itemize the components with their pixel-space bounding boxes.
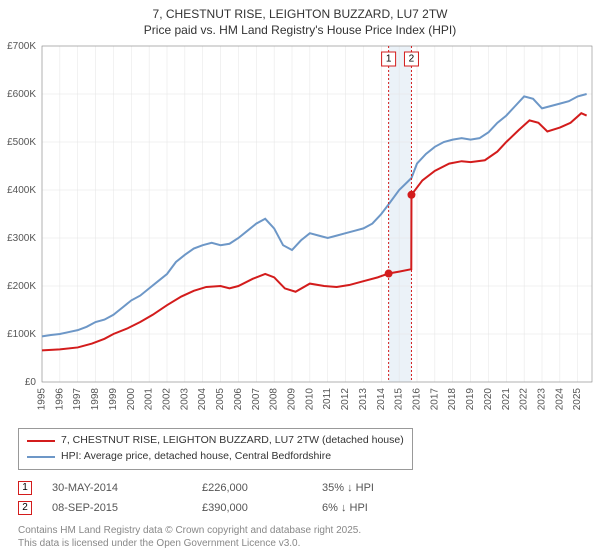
x-tick-label: 2006 xyxy=(233,388,244,411)
sales-row: 1 30-MAY-2014£226,00035% ↓ HPI xyxy=(18,478,592,498)
line-chart-svg: £0 £100K £200K £300K £400K £500K £600K £700K 199… xyxy=(0,40,600,420)
y-tick-label: £100K xyxy=(7,329,36,340)
legend: 7, CHESTNUT RISE, LEIGHTON BUZZARD, LU7 … xyxy=(18,428,413,470)
x-tick-label: 2012 xyxy=(340,388,351,411)
legend-row: HPI: Average price, detached house, Cent… xyxy=(27,449,404,465)
y-tick-label: £400K xyxy=(7,185,36,196)
x-tick-label: 2008 xyxy=(269,388,280,411)
legend-label: HPI: Average price, detached house, Cent… xyxy=(61,449,331,465)
x-tick-label: 2016 xyxy=(412,388,423,411)
sale-marker-dot xyxy=(385,270,393,278)
attribution-line-1: Contains HM Land Registry data © Crown c… xyxy=(18,524,592,537)
x-tick-label: 2003 xyxy=(179,388,190,411)
series-hpi xyxy=(42,94,587,336)
x-tick-label: 1995 xyxy=(37,388,48,411)
x-tick-label: 2000 xyxy=(126,388,137,411)
x-tick-label: 2023 xyxy=(537,388,548,411)
plot-border xyxy=(42,46,592,382)
x-tick-label: 2018 xyxy=(447,388,458,411)
y-tick-label: £600K xyxy=(7,89,36,100)
y-tick-label: £0 xyxy=(25,377,37,388)
x-tick-label: 2014 xyxy=(376,388,387,411)
sale-delta: 35% ↓ HPI xyxy=(322,482,442,494)
x-tick-label: 2005 xyxy=(215,388,226,411)
x-tick-label: 2013 xyxy=(358,388,369,411)
x-tick-label: 1998 xyxy=(90,388,101,411)
legend-row: 7, CHESTNUT RISE, LEIGHTON BUZZARD, LU7 … xyxy=(27,433,404,449)
sale-marker-dot xyxy=(407,191,415,199)
x-tick-label: 2010 xyxy=(304,388,315,411)
legend-label: 7, CHESTNUT RISE, LEIGHTON BUZZARD, LU7 … xyxy=(61,433,404,449)
x-tick-label: 2025 xyxy=(572,388,583,411)
sale-badge: 2 xyxy=(18,501,32,515)
sale-badge: 1 xyxy=(18,481,32,495)
y-tick-label: £200K xyxy=(7,281,36,292)
x-tick-label: 2004 xyxy=(197,388,208,411)
sale-marker-number: 1 xyxy=(386,54,392,65)
x-tick-label: 1999 xyxy=(108,388,119,411)
x-tick-label: 2007 xyxy=(251,388,262,411)
x-tick-label: 1997 xyxy=(72,388,83,411)
title-line-2: Price paid vs. HM Land Registry's House … xyxy=(0,22,600,38)
sale-date: 30-MAY-2014 xyxy=(52,482,202,494)
x-tick-label: 2024 xyxy=(554,388,565,411)
series-price_paid xyxy=(42,113,587,350)
title-line-1: 7, CHESTNUT RISE, LEIGHTON BUZZARD, LU7 … xyxy=(0,6,600,22)
x-tick-label: 2011 xyxy=(322,388,333,410)
sale-marker-number: 2 xyxy=(409,54,415,65)
highlight-band xyxy=(389,46,412,382)
sale-price: £390,000 xyxy=(202,502,322,514)
sales-table: 1 30-MAY-2014£226,00035% ↓ HPI 2 08-SEP-201… xyxy=(18,478,592,518)
y-tick-label: £500K xyxy=(7,137,36,148)
x-tick-label: 1996 xyxy=(54,388,65,411)
y-tick-label: £300K xyxy=(7,233,36,244)
x-tick-label: 2022 xyxy=(519,388,530,411)
x-tick-label: 2017 xyxy=(429,388,440,411)
sale-price: £226,000 xyxy=(202,482,322,494)
sale-date: 08-SEP-2015 xyxy=(52,502,202,514)
chart-area: £0 £100K £200K £300K £400K £500K £600K £700K 199… xyxy=(0,40,600,420)
x-tick-label: 2009 xyxy=(287,388,298,411)
legend-swatch xyxy=(27,456,55,458)
x-tick-label: 2021 xyxy=(501,388,512,411)
x-tick-label: 2015 xyxy=(394,388,405,411)
chart-title: 7, CHESTNUT RISE, LEIGHTON BUZZARD, LU7 … xyxy=(0,0,600,38)
legend-swatch xyxy=(27,440,55,442)
attribution-line-2: This data is licensed under the Open Gov… xyxy=(18,537,592,550)
attribution: Contains HM Land Registry data © Crown c… xyxy=(18,524,592,550)
x-tick-label: 2002 xyxy=(162,388,173,411)
sale-delta: 6% ↓ HPI xyxy=(322,502,442,514)
chart-footer: 7, CHESTNUT RISE, LEIGHTON BUZZARD, LU7 … xyxy=(18,428,592,550)
y-tick-label: £700K xyxy=(7,41,36,52)
x-tick-label: 2020 xyxy=(483,388,494,411)
sales-row: 2 08-SEP-2015£390,0006% ↓ HPI xyxy=(18,498,592,518)
x-tick-label: 2001 xyxy=(144,388,155,411)
x-tick-label: 2019 xyxy=(465,388,476,411)
chart-card: 7, CHESTNUT RISE, LEIGHTON BUZZARD, LU7 … xyxy=(0,0,600,560)
